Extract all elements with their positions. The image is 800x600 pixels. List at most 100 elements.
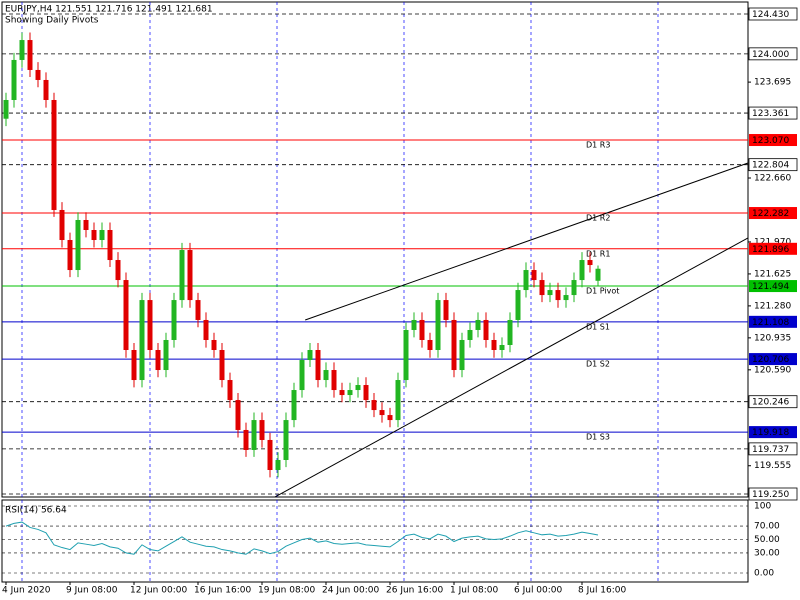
candle-body: [3, 99, 9, 119]
pivot-label: 122.282: [752, 209, 789, 219]
candle-body: [59, 209, 65, 241]
x-tick-label: 26 Jun 16:00: [386, 586, 443, 596]
candle-body: [355, 385, 361, 391]
candle-body: [75, 219, 81, 271]
y-tick-label: 120.935: [754, 333, 791, 343]
candle-body: [555, 290, 561, 301]
candle-body: [419, 319, 425, 340]
candle-body: [459, 339, 465, 371]
pivot-name: D1 R2: [586, 214, 610, 223]
level-label: 119.250: [752, 490, 789, 500]
candle-body: [11, 59, 17, 100]
level-label: 120.246: [752, 398, 789, 408]
candle-body: [451, 319, 457, 371]
candle-body: [387, 415, 393, 421]
pivot-name: D1 Pivot: [586, 287, 619, 296]
candle-body: [483, 319, 489, 340]
candle-body: [443, 300, 449, 320]
candle-body: [547, 290, 553, 296]
candle-body: [171, 300, 177, 340]
rsi-panel: [1, 499, 749, 583]
pivot-name: D1 R1: [586, 249, 610, 258]
candle-body: [467, 329, 473, 340]
level-label: 122.804: [752, 161, 789, 171]
y-tick-label: 121.970: [754, 237, 791, 247]
chart-subtitle: Showing Daily Pivots: [5, 16, 99, 26]
y-tick-label: 123.695: [754, 78, 791, 88]
candle-body: [323, 370, 329, 381]
candle-body: [571, 280, 577, 296]
candle-body: [315, 350, 321, 381]
pivot-label: 121.108: [752, 318, 789, 328]
candle-body: [179, 250, 185, 301]
pivot-label: 121.896: [752, 245, 789, 255]
level-box: [748, 395, 798, 409]
candle-body: [203, 319, 209, 340]
candle-body: [371, 400, 377, 411]
level-label: 119.737: [752, 445, 789, 455]
level-label: 124.430: [752, 10, 789, 20]
candle-body: [219, 350, 225, 381]
chart-title: EURJPY,H4 121.551 121.716 121.491 121.68…: [5, 5, 213, 15]
main-panel: [1, 1, 749, 498]
pivot-name: D1 R3: [586, 141, 610, 150]
candle-body: [131, 350, 137, 381]
candle-body: [211, 339, 217, 350]
candle-body: [139, 300, 145, 381]
level-box: [748, 487, 798, 501]
rsi-label: RSI(14) 56.64: [5, 506, 67, 516]
candle-body: [35, 69, 41, 80]
x-tick-label: 1 Jul 08:00: [450, 586, 499, 596]
candle-body: [395, 380, 401, 421]
x-tick-label: 6 Jul 00:00: [514, 586, 563, 596]
candle-body: [579, 260, 585, 281]
candle-body: [51, 99, 57, 210]
pivot-label: 121.494: [752, 282, 789, 292]
candle-body: [155, 350, 161, 371]
candle-body: [427, 339, 433, 350]
trendline: [274, 237, 749, 498]
candle-body: [259, 420, 265, 440]
level-box: [748, 106, 798, 120]
candle-body: [299, 360, 305, 391]
candle-body: [115, 260, 121, 281]
x-tick-label: 24 Jun 00:00: [322, 586, 379, 596]
y-tick-label: 119.555: [754, 461, 791, 471]
candle-body: [99, 230, 105, 241]
candle-body: [67, 240, 73, 271]
trendline: [305, 162, 749, 321]
y-tick-label: 122.660: [754, 174, 791, 184]
candle-body: [587, 260, 593, 266]
rsi-tick-label: 100: [754, 502, 771, 512]
candle-body: [107, 230, 113, 261]
pivot-label: 119.918: [752, 428, 789, 438]
candle-body: [91, 230, 97, 241]
candle-body: [339, 390, 345, 396]
level-label: 123.361: [752, 109, 789, 119]
candle-body: [595, 268, 601, 281]
candle-body: [563, 295, 569, 301]
candle-body: [411, 319, 417, 330]
candle-body: [187, 250, 193, 301]
candle-body: [347, 390, 353, 396]
pivot-label: 123.070: [752, 136, 789, 146]
candle-body: [267, 439, 273, 470]
pivot-box: [749, 242, 797, 255]
candle-body: [195, 300, 201, 320]
pivot-name: D1 S3: [586, 433, 610, 442]
candle-body: [507, 319, 513, 345]
candle-body: [283, 420, 289, 460]
pivot-box: [749, 315, 797, 328]
x-tick-label: 16 Jun 16:00: [194, 586, 251, 596]
rsi-tick-label: 0.00: [754, 569, 774, 579]
candle-body: [123, 280, 129, 350]
x-tick-label: 8 Jul 16:00: [578, 586, 627, 596]
pivot-box: [749, 280, 797, 293]
candle-body: [19, 40, 25, 60]
candle-body: [307, 350, 313, 361]
candle-body: [147, 300, 153, 350]
candle-body: [523, 270, 529, 291]
candle-body: [403, 329, 409, 381]
candle-body: [251, 420, 257, 450]
